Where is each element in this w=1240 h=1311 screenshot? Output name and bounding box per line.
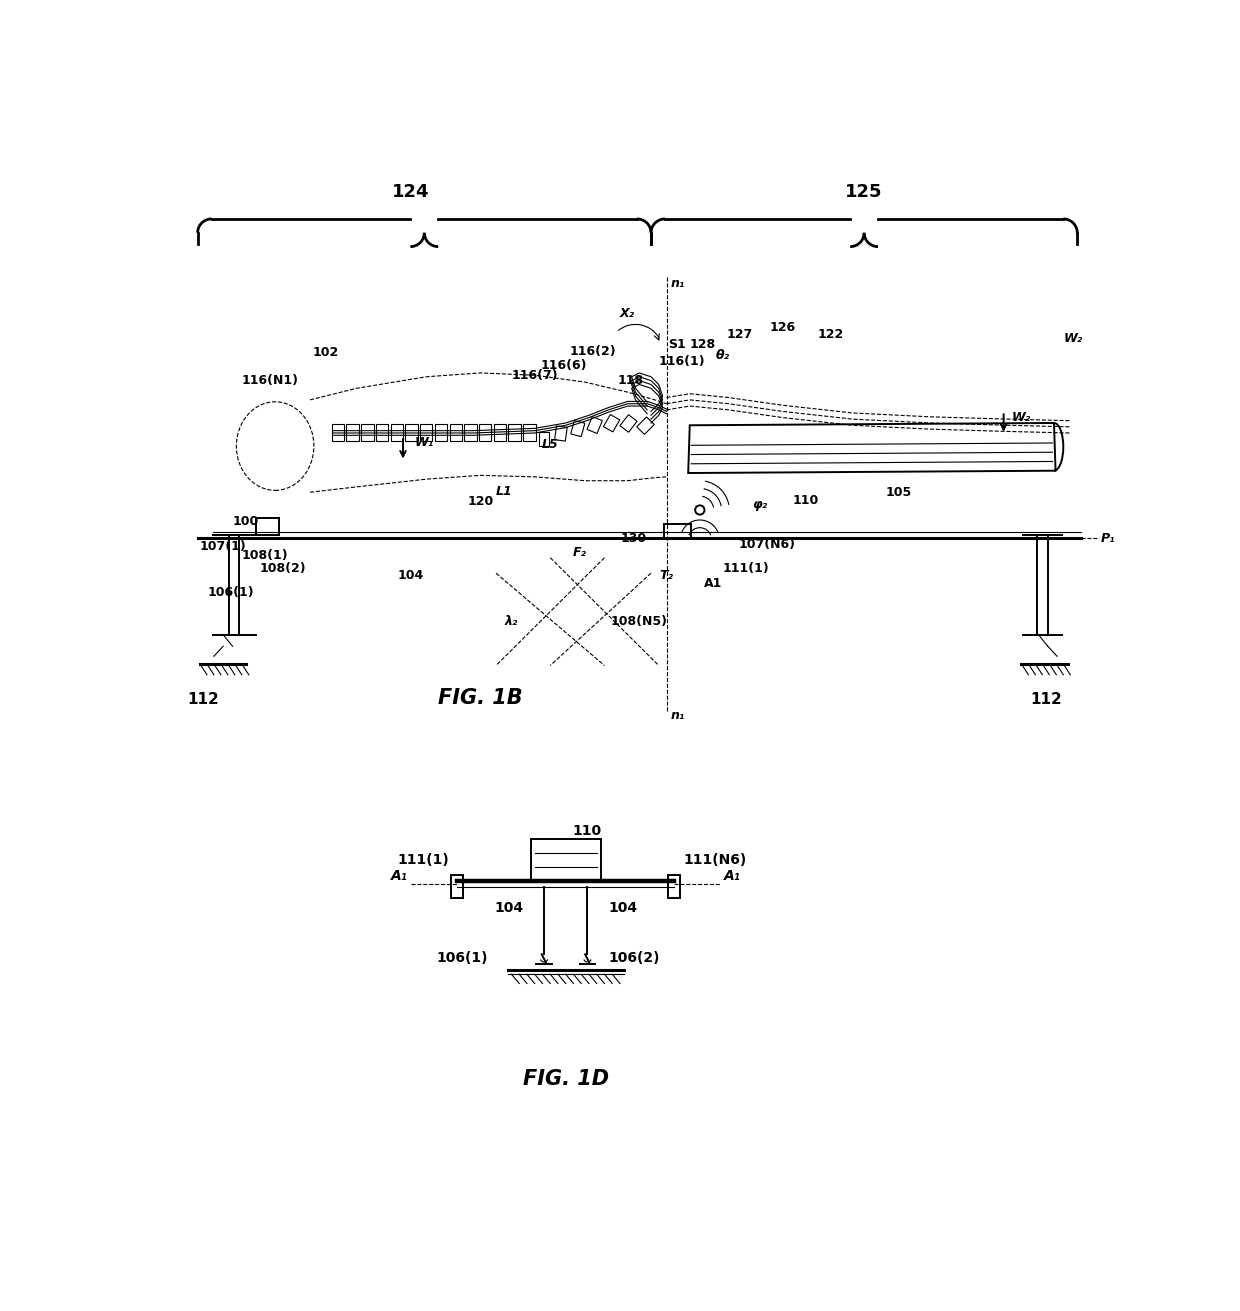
- Text: λ₂: λ₂: [505, 615, 518, 628]
- Circle shape: [696, 505, 704, 515]
- Bar: [665, 524, 692, 539]
- Text: 107(1): 107(1): [200, 540, 247, 553]
- Text: 102: 102: [312, 346, 339, 359]
- Bar: [620, 414, 637, 433]
- Text: 112: 112: [1030, 692, 1063, 707]
- Text: 125: 125: [846, 184, 883, 202]
- Text: 108(1): 108(1): [242, 549, 289, 562]
- Bar: [668, 874, 681, 898]
- Bar: [451, 874, 464, 898]
- Text: 116(7): 116(7): [511, 370, 558, 382]
- Bar: [346, 423, 358, 440]
- Text: 116(2): 116(2): [569, 345, 616, 358]
- Bar: [554, 426, 567, 440]
- Bar: [531, 839, 600, 881]
- Text: θ₂: θ₂: [715, 349, 729, 362]
- Text: n₁: n₁: [671, 709, 684, 722]
- Text: 116(1): 116(1): [658, 355, 706, 368]
- Bar: [405, 423, 418, 440]
- Text: F₂: F₂: [573, 547, 587, 560]
- Text: 104: 104: [398, 569, 424, 582]
- Bar: [332, 423, 345, 440]
- Text: 110: 110: [572, 823, 601, 838]
- Text: W₂: W₂: [1012, 412, 1030, 425]
- Text: 124: 124: [392, 184, 429, 202]
- Text: 116(N1): 116(N1): [242, 375, 298, 388]
- Bar: [508, 423, 521, 440]
- Text: S1: S1: [668, 338, 686, 351]
- Bar: [494, 423, 506, 440]
- Text: 127: 127: [727, 328, 753, 341]
- Text: 126: 126: [770, 321, 796, 333]
- Text: L1: L1: [495, 485, 512, 498]
- Text: 128: 128: [689, 338, 715, 351]
- Bar: [464, 423, 476, 440]
- Bar: [604, 414, 620, 431]
- Text: A₁: A₁: [391, 869, 408, 882]
- Text: A₁: A₁: [724, 869, 740, 882]
- Text: 108(N5): 108(N5): [611, 615, 668, 628]
- Bar: [570, 421, 585, 437]
- Bar: [538, 433, 549, 446]
- Text: 111(1): 111(1): [723, 561, 770, 574]
- Bar: [391, 423, 403, 440]
- Text: 112: 112: [187, 692, 219, 707]
- Text: FIG. 1D: FIG. 1D: [523, 1070, 609, 1089]
- Bar: [255, 518, 279, 535]
- Text: 111(N6): 111(N6): [683, 853, 746, 867]
- Text: 118: 118: [618, 375, 644, 388]
- Text: 100: 100: [233, 515, 259, 528]
- Bar: [376, 423, 388, 440]
- Text: L5: L5: [542, 438, 559, 451]
- Text: 116(6): 116(6): [541, 359, 588, 372]
- Text: X₂: X₂: [620, 308, 635, 320]
- Text: n₁: n₁: [671, 277, 684, 290]
- Bar: [479, 423, 491, 440]
- Bar: [361, 423, 373, 440]
- Text: FIG. 1B: FIG. 1B: [438, 688, 523, 708]
- Text: W₂: W₂: [1064, 332, 1083, 345]
- Bar: [449, 423, 461, 440]
- Text: 106(1): 106(1): [436, 950, 489, 965]
- Text: 111(1): 111(1): [398, 853, 449, 867]
- Text: 105: 105: [885, 486, 913, 499]
- Text: 130: 130: [621, 532, 647, 545]
- Text: 107(N6): 107(N6): [739, 539, 796, 552]
- Text: 122: 122: [817, 328, 844, 341]
- Text: 110: 110: [792, 494, 820, 507]
- Text: φ₂: φ₂: [751, 498, 768, 511]
- Bar: [587, 417, 603, 434]
- Bar: [636, 417, 655, 434]
- Text: 108(2): 108(2): [259, 561, 306, 574]
- Text: 106(2): 106(2): [609, 950, 660, 965]
- Text: 104: 104: [609, 901, 637, 915]
- Bar: [435, 423, 448, 440]
- Text: 120: 120: [467, 496, 494, 509]
- Text: 104: 104: [494, 901, 523, 915]
- Text: A1: A1: [704, 577, 722, 590]
- Text: T₂: T₂: [660, 569, 673, 582]
- Bar: [420, 423, 433, 440]
- Text: P₁: P₁: [1101, 532, 1115, 545]
- Text: 106(1): 106(1): [207, 586, 254, 599]
- Bar: [523, 423, 536, 440]
- Text: W₁: W₁: [414, 437, 434, 450]
- Polygon shape: [688, 423, 1055, 473]
